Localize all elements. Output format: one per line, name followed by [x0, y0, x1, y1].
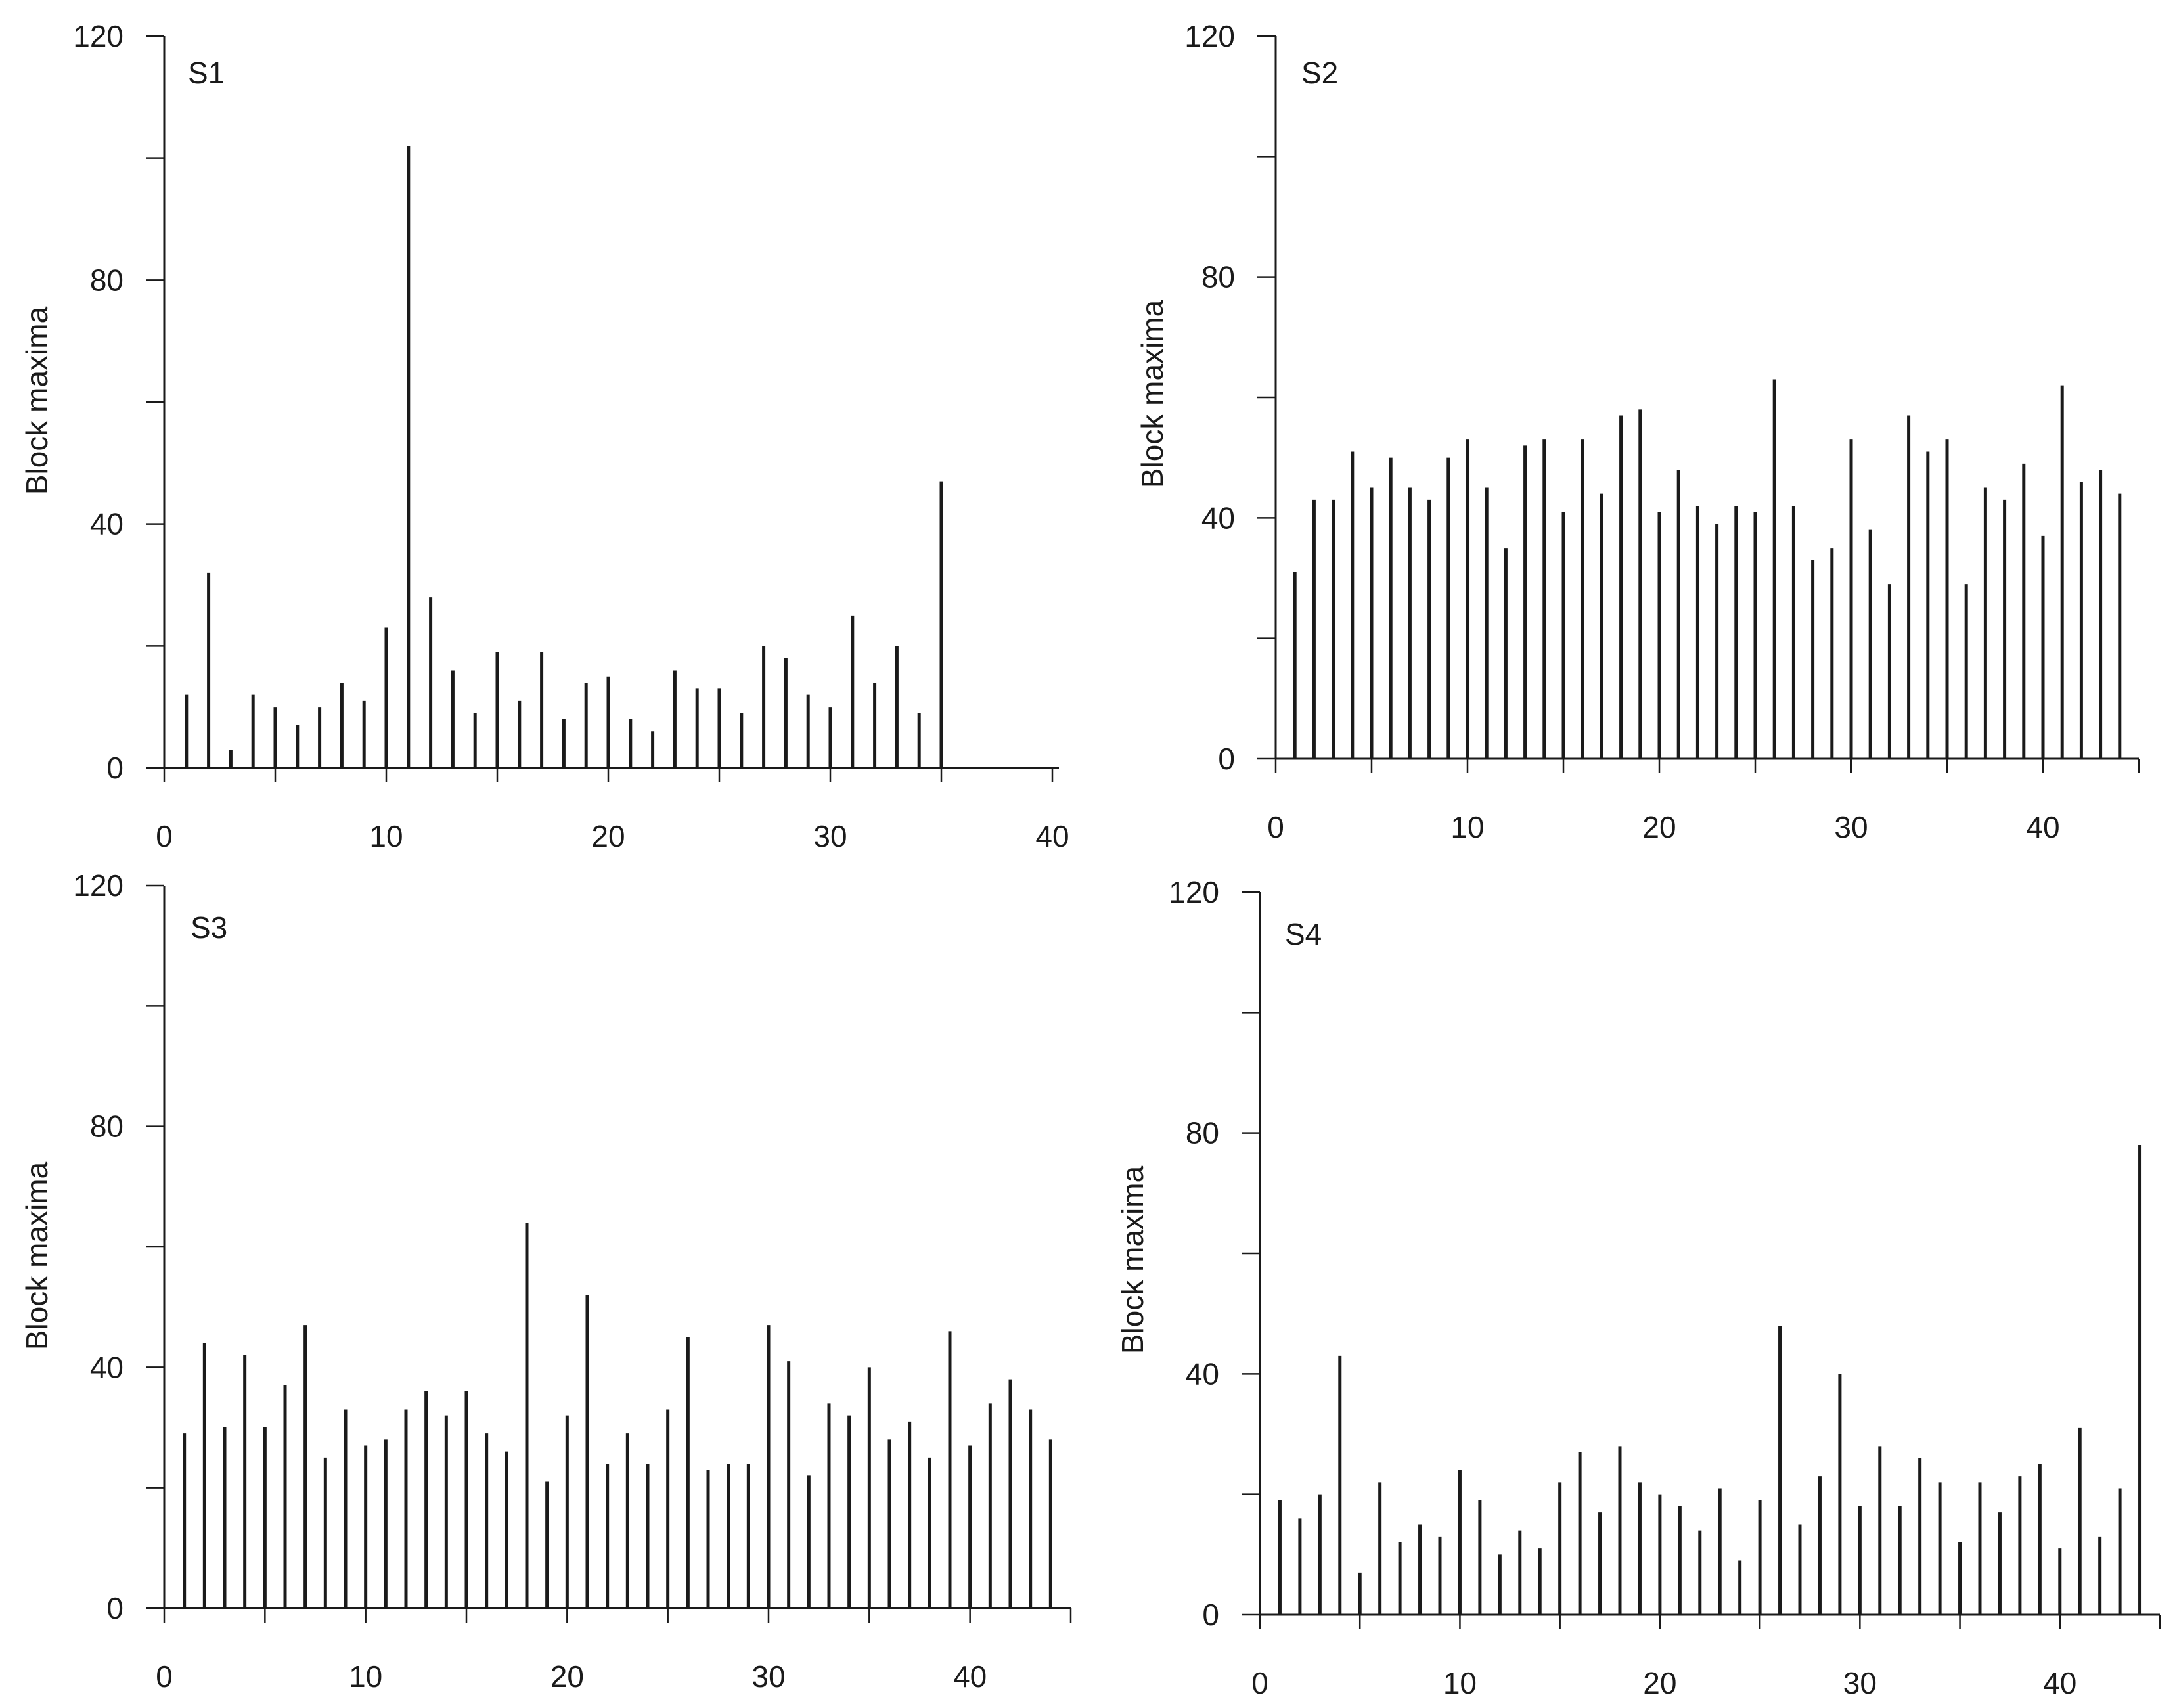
panel-label: S2 [1301, 56, 1338, 90]
x-tick-label: 40 [2026, 810, 2059, 844]
panel-label: S1 [188, 56, 225, 90]
y-tick-label: 80 [90, 263, 123, 297]
y-tick-label: 120 [73, 868, 123, 903]
x-tick-label: 30 [813, 819, 847, 853]
x-tick-label: 0 [156, 819, 173, 853]
x-tick-label: 20 [1643, 1666, 1676, 1700]
y-tick-label: 40 [1201, 501, 1235, 535]
x-tick-label: 10 [349, 1659, 382, 1694]
x-tick-label: 30 [1843, 1666, 1877, 1700]
x-tick-label: 40 [1035, 819, 1069, 853]
y-tick-label: 0 [106, 751, 123, 785]
x-tick-label: 0 [1267, 810, 1284, 844]
panel-s1: S1 Block maxima 0 40 80 120 0 10 20 30 40 [20, 19, 1069, 853]
y-axis-label: Block maxima [20, 1161, 54, 1350]
y-tick-label: 40 [90, 1350, 123, 1384]
panel-label: S4 [1285, 917, 1322, 951]
y-axis-label: Block maxima [1115, 1165, 1150, 1354]
x-tick-label: 40 [953, 1659, 987, 1694]
x-tick-label: 10 [1443, 1666, 1477, 1700]
y-tick-label: 80 [1201, 260, 1235, 294]
y-axis-label: Block maxima [1135, 300, 1169, 488]
x-tick-label: 30 [1834, 810, 1868, 844]
x-tick-label: 10 [1450, 810, 1484, 844]
y-tick-label: 80 [1186, 1116, 1219, 1150]
y-tick-label: 40 [1186, 1357, 1219, 1391]
x-tick-label: 40 [2043, 1666, 2076, 1700]
panel-s2: S2 Block maxima 0 40 80 120 0 10 20 30 40 [1135, 19, 2140, 844]
y-tick-label: 120 [1184, 19, 1235, 53]
panel-s3: S3 Block maxima 0 40 80 120 0 10 20 30 40 [20, 868, 1072, 1694]
y-tick-label: 0 [1202, 1598, 1219, 1632]
x-tick-label: 20 [550, 1659, 584, 1694]
y-tick-label: 0 [1218, 742, 1235, 776]
y-axis-label: Block maxima [20, 306, 54, 495]
x-tick-label: 10 [369, 819, 403, 853]
x-tick-label: 30 [751, 1659, 785, 1694]
y-tick-label: 0 [106, 1591, 123, 1625]
y-tick-label: 120 [1169, 875, 1219, 909]
y-tick-label: 40 [90, 507, 123, 541]
panel-label: S3 [191, 910, 227, 945]
x-tick-label: 0 [1251, 1666, 1268, 1700]
x-tick-label: 20 [1642, 810, 1676, 844]
y-tick-label: 80 [90, 1110, 123, 1144]
y-tick-label: 120 [73, 19, 123, 53]
x-tick-label: 20 [591, 819, 625, 853]
panel-s4: S4 Block maxima 0 40 80 120 0 10 20 30 40 [1115, 875, 2161, 1700]
x-tick-label: 0 [156, 1659, 173, 1694]
